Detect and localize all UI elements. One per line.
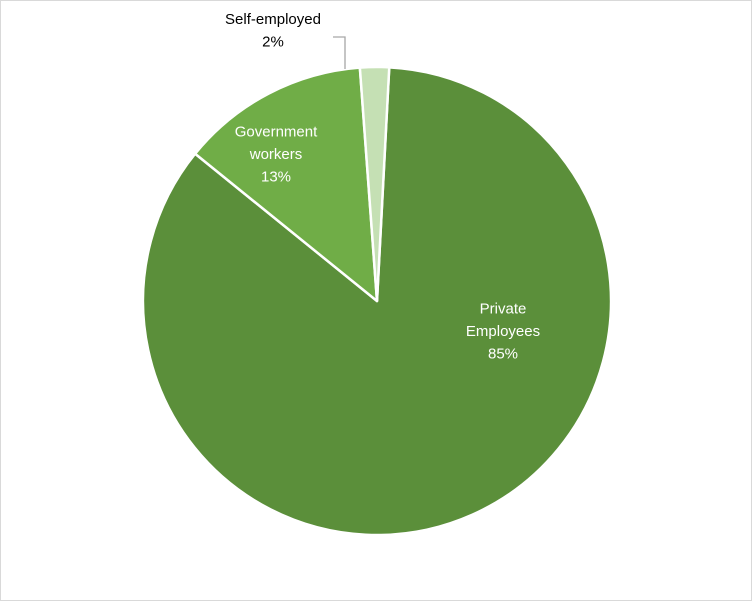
pie-slices [143,67,611,535]
data-label-self-employed: Self-employed 2% [225,11,321,51]
data-label-name: workers [249,146,303,163]
data-label-name: Government [235,124,318,141]
data-label-name: Employees [466,323,540,340]
data-label-name: Self-employed [225,11,321,28]
leader-lines [333,37,345,69]
data-label-percent: 85% [488,346,518,363]
data-label-percent: 13% [261,169,291,186]
leader-line-self-employed [333,37,345,69]
data-label-name: Private [480,301,527,318]
data-label-percent: 2% [262,33,284,50]
